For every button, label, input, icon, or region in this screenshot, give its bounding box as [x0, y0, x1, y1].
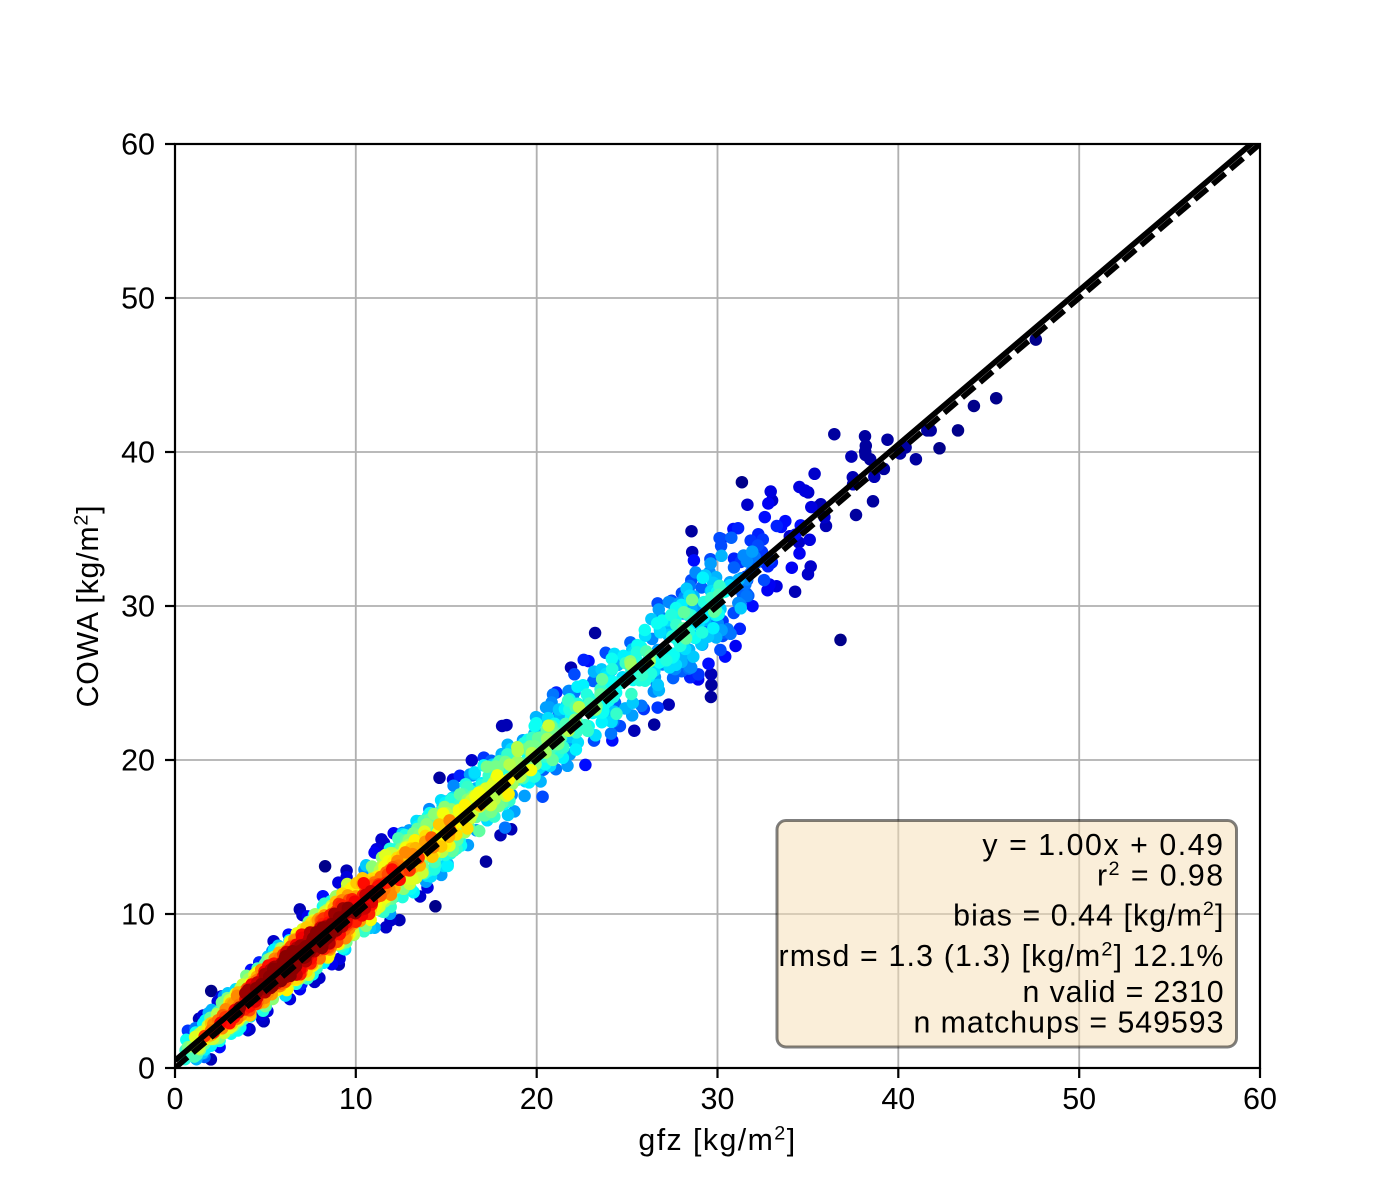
svg-text:bias = 0.44 [kg/m2]: bias = 0.44 [kg/m2] — [953, 898, 1224, 933]
svg-text:rmsd = 1.3 (1.3) [kg/m2] 12.1%: rmsd = 1.3 (1.3) [kg/m2] 12.1% — [778, 939, 1224, 974]
svg-text:20: 20 — [520, 1082, 554, 1116]
svg-text:20: 20 — [121, 744, 155, 778]
svg-text:n valid = 2310: n valid = 2310 — [1023, 976, 1225, 1009]
svg-text:30: 30 — [121, 590, 155, 624]
svg-text:50: 50 — [121, 282, 155, 316]
svg-text:30: 30 — [701, 1082, 735, 1116]
svg-text:0: 0 — [138, 1052, 155, 1086]
svg-text:40: 40 — [881, 1082, 915, 1116]
svg-text:60: 60 — [121, 128, 155, 162]
svg-text:gfz [kg/m2]: gfz [kg/m2] — [638, 1123, 796, 1158]
svg-text:40: 40 — [121, 436, 155, 470]
svg-text:y = 1.00x + 0.49: y = 1.00x + 0.49 — [982, 829, 1224, 862]
svg-text:60: 60 — [1243, 1082, 1277, 1116]
svg-text:n matchups = 549593: n matchups = 549593 — [913, 1007, 1224, 1040]
svg-text:COWA [kg/m2]: COWA [kg/m2] — [71, 505, 106, 708]
svg-text:50: 50 — [1062, 1082, 1096, 1116]
svg-text:10: 10 — [121, 898, 155, 932]
svg-text:0: 0 — [167, 1082, 184, 1116]
svg-text:10: 10 — [339, 1082, 373, 1116]
